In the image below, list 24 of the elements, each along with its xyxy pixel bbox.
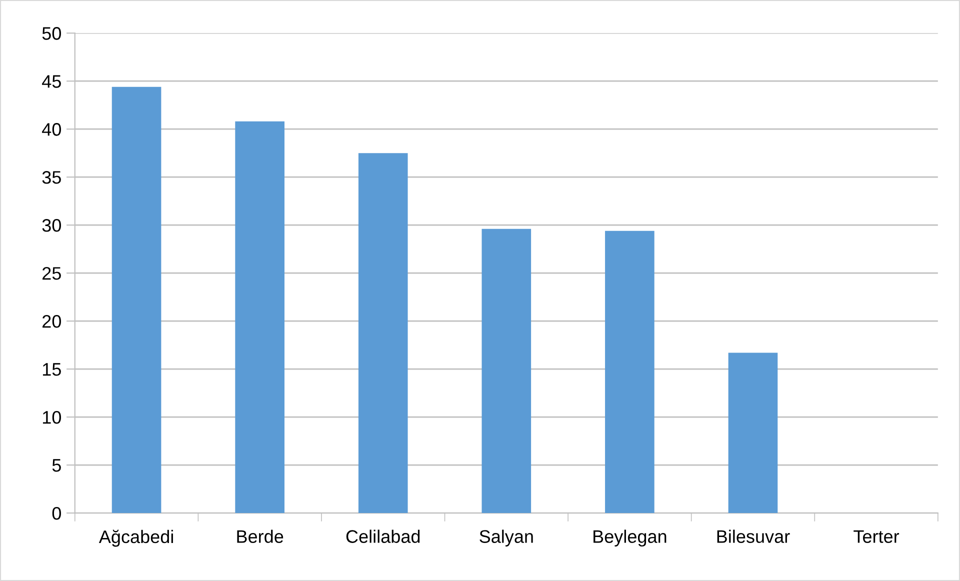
y-tick-label: 5	[52, 459, 61, 472]
bar	[358, 153, 408, 514]
y-tick-label: 35	[42, 171, 61, 184]
y-tick-label: 0	[52, 506, 61, 520]
bar	[235, 121, 284, 514]
y-tick-label: 15	[42, 363, 61, 376]
x-tick-label: Ağcabedi	[98, 530, 173, 547]
x-tick-label: Bilesuvar	[717, 530, 790, 543]
x-tick-label: Berde	[237, 530, 284, 543]
y-tick-label: 20	[42, 314, 61, 328]
x-tick-label: Beylegan	[594, 530, 666, 547]
y-tick-label: 30	[42, 219, 61, 232]
bar	[482, 228, 532, 514]
x-tick-label: Salyan	[480, 530, 533, 547]
y-tick-label: 25	[42, 267, 61, 280]
y-tick-label: 10	[42, 410, 61, 424]
x-tick-label: Celilabad	[346, 530, 420, 543]
bar	[605, 230, 654, 514]
y-tick-label: 45	[42, 75, 61, 88]
x-tick-label: Terter	[854, 530, 900, 543]
bar	[112, 86, 162, 514]
bar	[728, 352, 778, 514]
y-tick-label: 50	[42, 27, 61, 40]
y-tick-label: 40	[42, 123, 61, 136]
